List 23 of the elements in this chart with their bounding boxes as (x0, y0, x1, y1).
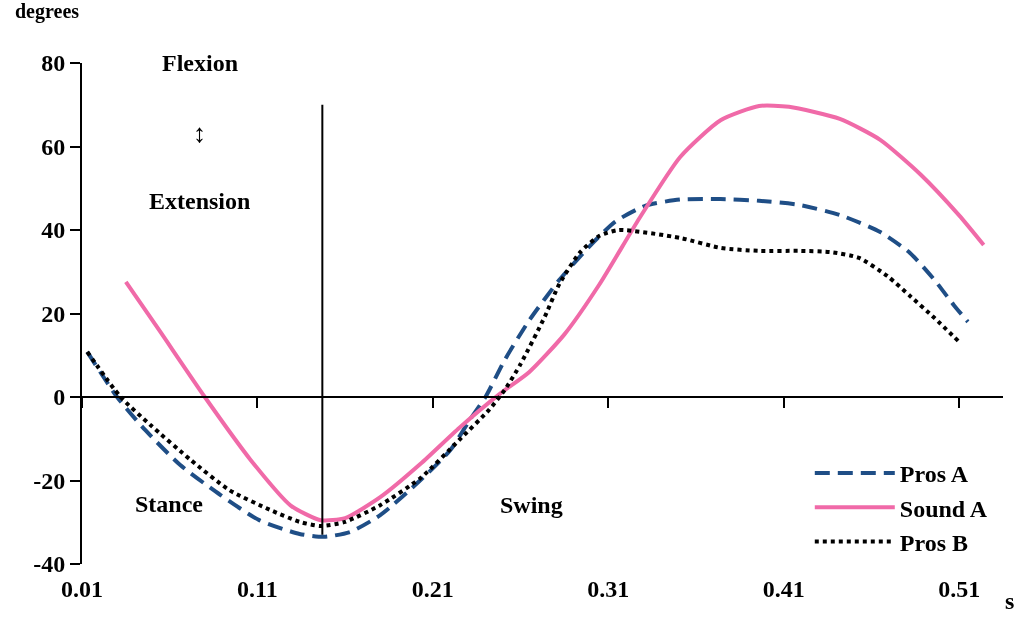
x-axis-title: s (1005, 588, 1015, 614)
y-tick-label: 20 (41, 300, 66, 327)
y-tick-label: -40 (33, 551, 66, 578)
annotation: ↕ (193, 119, 206, 148)
x-tick-label: 0.41 (762, 576, 805, 602)
y-tick-label: 60 (41, 133, 66, 160)
x-tick-label: 0.51 (938, 576, 981, 602)
y-tick-label: -20 (33, 467, 66, 494)
annotation: Stance (135, 491, 204, 517)
legend-label: Sound A (899, 495, 988, 522)
y-tick-label: 80 (41, 50, 66, 77)
legend-label: Pros B (899, 529, 969, 556)
y-tick-label: 0 (53, 384, 66, 411)
legend-label: Pros A (899, 461, 969, 488)
x-tick-label: 0.31 (587, 576, 630, 602)
annotation: Swing (500, 492, 563, 518)
x-tick-label: 0.01 (61, 576, 103, 602)
x-tick-label: 0.21 (411, 576, 454, 602)
y-axis-title: degrees (15, 0, 80, 23)
y-tick-label: 40 (41, 217, 66, 244)
x-tick-label: 0.11 (237, 576, 278, 602)
annotation: Extension (149, 188, 251, 214)
annotation: Flexion (162, 50, 238, 76)
